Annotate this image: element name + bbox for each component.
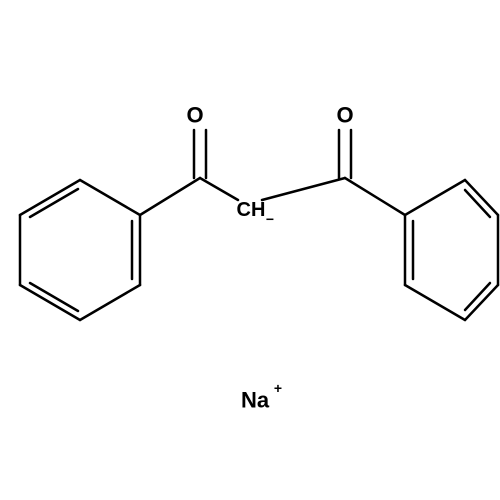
bond-r1c-r1d-i <box>30 283 78 311</box>
bond-c1-ch <box>200 178 238 200</box>
molecule-diagram: O O CH− Na+ <box>0 0 500 500</box>
bond-r1e-r1f-i <box>30 189 78 217</box>
bond-r2b-r2c <box>405 285 465 320</box>
atom-O1: O <box>186 103 203 128</box>
bond-r1f-r1a <box>80 180 140 215</box>
bond-r2f-r2e <box>465 180 498 215</box>
bond-r2a-r2f <box>405 180 465 215</box>
bond-r2d-r2c2 <box>465 285 498 320</box>
atom-CH_charge: − <box>266 211 274 227</box>
bond-c1-r1a <box>140 178 200 215</box>
atom-CH: CH <box>237 199 266 221</box>
atom-Na: Na <box>241 388 270 413</box>
bond-r1c-r1d <box>20 285 80 320</box>
atom-Na_charge: + <box>274 380 282 396</box>
bond-r1e-r1f <box>20 180 80 215</box>
bond-r1b-r1c <box>80 285 140 320</box>
atom-O2: O <box>336 103 353 128</box>
bond-ch-c2 <box>262 178 345 200</box>
bond-c2-r2a <box>345 178 405 215</box>
